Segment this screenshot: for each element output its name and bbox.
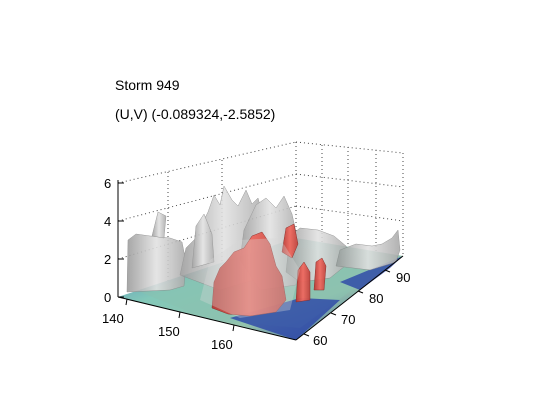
y-tick-label: 80: [369, 291, 383, 306]
figure-title: Storm 949: [115, 77, 180, 93]
y-axis-ticks: [303, 269, 391, 337]
z-tick-label: 2: [104, 252, 111, 267]
figure-subtitle: (U,V) (-0.089324,-2.5852): [115, 106, 275, 122]
y-tick-label: 70: [341, 312, 355, 327]
x-axis-ticks: [125, 298, 235, 332]
y-tick-label: 90: [396, 270, 410, 285]
z-tick-label: 4: [104, 214, 111, 229]
z-tick-label: 6: [104, 176, 111, 191]
x-tick-label: 140: [102, 311, 124, 326]
x-tick-label: 150: [158, 324, 180, 339]
y-tick-label: 60: [313, 333, 327, 348]
x-tick-label: 160: [211, 337, 233, 352]
storm-core-isosurface: [211, 223, 327, 317]
z-tick-label: 0: [104, 290, 111, 305]
front-cloud-overlay: [200, 238, 300, 318]
z-axis-ticks: [118, 182, 124, 298]
